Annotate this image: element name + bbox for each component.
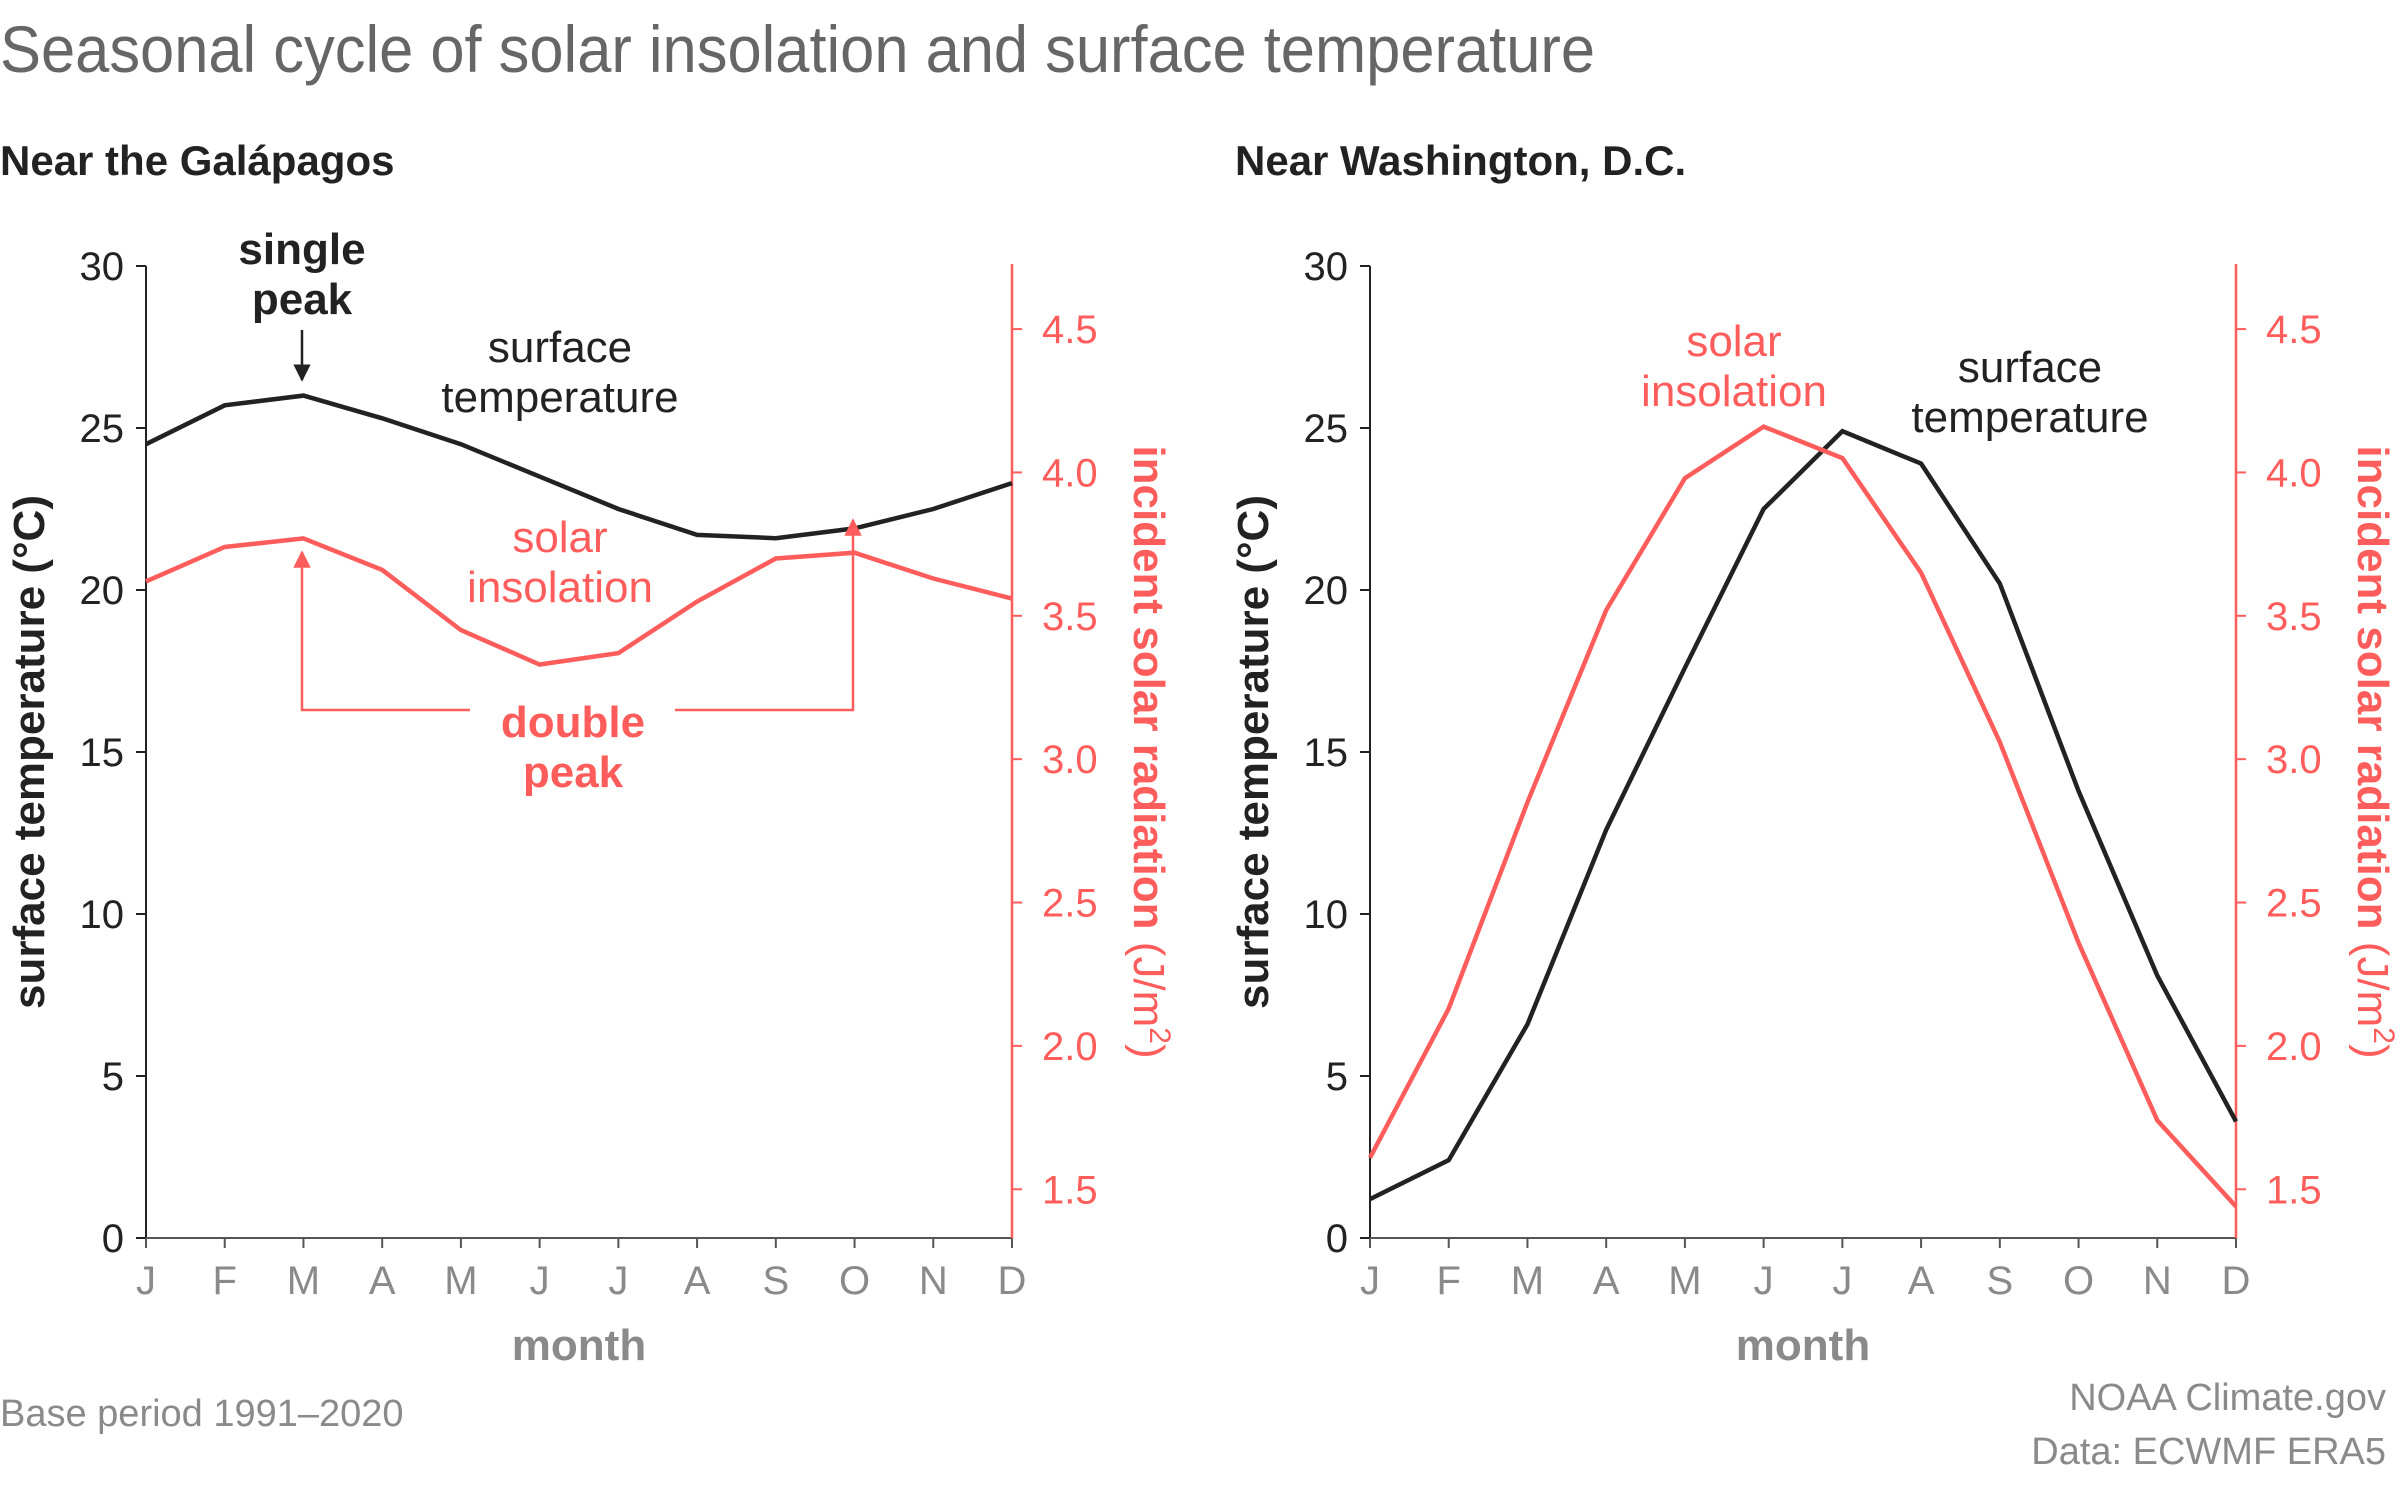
x-tick-label: M xyxy=(1511,1259,1544,1303)
x-axis-title: month xyxy=(1736,1321,1870,1370)
right-tick-label: 4.0 xyxy=(1042,451,1098,495)
right-axis-title: incident solar radiation (J/m2) xyxy=(2348,445,2400,1058)
insolation-line xyxy=(145,536,1013,667)
right-tick-label: 2.5 xyxy=(2266,882,2322,926)
left-tick-label: 25 xyxy=(80,407,125,451)
galapagos-insol-label-line2: insolation xyxy=(467,563,653,612)
x-axis-title: month xyxy=(512,1321,646,1370)
x-tick-label: A xyxy=(1593,1259,1620,1303)
x-tick-label: S xyxy=(1986,1259,2013,1303)
right-tick-label: 4.5 xyxy=(1042,308,1098,352)
x-tick-label: S xyxy=(762,1259,789,1303)
x-tick-label: A xyxy=(1908,1259,1935,1303)
double-peak-label-line1: double xyxy=(501,698,645,747)
right-tick-label: 3.5 xyxy=(1042,595,1098,639)
insolation-line xyxy=(1368,424,2238,1209)
base-period-note: Base period 1991–2020 xyxy=(0,1393,404,1435)
single-peak-label-line1: single xyxy=(238,225,365,274)
subtitle-washington: Near Washington, D.C. xyxy=(1235,137,1686,184)
washington-insol-label-line2: insolation xyxy=(1641,367,1827,416)
left-tick-label: 30 xyxy=(1304,245,1349,289)
galapagos-temp-label-line1: surface xyxy=(488,323,632,372)
right-tick-label: 3.0 xyxy=(1042,738,1098,782)
left-tick-label: 5 xyxy=(102,1055,124,1099)
right-tick-label: 3.5 xyxy=(2266,595,2322,639)
x-tick-label: M xyxy=(287,1259,320,1303)
subtitle-galapagos: Near the Galápagos xyxy=(0,137,394,184)
left-tick-label: 15 xyxy=(1304,731,1349,775)
washington-temp-label-line1: surface xyxy=(1958,343,2102,392)
x-tick-label: O xyxy=(839,1259,870,1303)
galapagos-temp-label-line2: temperature xyxy=(441,373,678,422)
double-peak-arrow-march xyxy=(293,550,470,712)
left-tick-label: 5 xyxy=(1326,1055,1348,1099)
right-tick-label: 1.5 xyxy=(2266,1168,2322,1212)
right-tick-label: 2.5 xyxy=(1042,882,1098,926)
right-tick-label: 4.0 xyxy=(2266,451,2322,495)
x-tick-label: D xyxy=(2222,1259,2251,1303)
x-tick-label: O xyxy=(2063,1259,2094,1303)
x-tick-label: J xyxy=(1360,1259,1380,1303)
left-tick-label: 25 xyxy=(1304,407,1349,451)
temperature-line xyxy=(145,393,1013,541)
x-tick-label: F xyxy=(1437,1259,1461,1303)
right-tick-label: 2.0 xyxy=(2266,1025,2322,1069)
x-tick-label: A xyxy=(369,1259,396,1303)
x-tick-label: J xyxy=(1832,1259,1852,1303)
temperature-line xyxy=(1369,428,2238,1202)
right-tick-label: 3.0 xyxy=(2266,738,2322,782)
left-axis-title: surface temperature (°C) xyxy=(5,495,54,1009)
x-tick-label: J xyxy=(608,1259,628,1303)
left-tick-label: 10 xyxy=(80,893,125,937)
left-tick-label: 10 xyxy=(1304,893,1349,937)
x-tick-label: J xyxy=(136,1259,156,1303)
left-tick-label: 15 xyxy=(80,731,125,775)
double-peak-label-line2: peak xyxy=(523,748,624,797)
x-tick-label: M xyxy=(444,1259,477,1303)
washington-annotations: solar insolation surface temperature xyxy=(1641,317,2149,442)
x-tick-label: N xyxy=(919,1259,948,1303)
left-tick-label: 0 xyxy=(102,1217,124,1261)
left-tick-label: 20 xyxy=(80,569,125,613)
data-source-note: Data: ECWMF ERA5 xyxy=(2031,1431,2386,1473)
double-peak-arrow-october xyxy=(675,518,862,712)
washington-insol-label-line1: solar xyxy=(1686,317,1781,366)
credit-note: NOAA Climate.gov xyxy=(2069,1377,2386,1419)
figure-title: Seasonal cycle of solar insolation and s… xyxy=(0,12,1595,86)
panel-galapagos: 0 5 10 15 20 25 30 1.5 2.0 2.5 3.0 3.5 4.0 4.5 J F M A M J J… xyxy=(5,245,1176,1370)
left-tick-label: 20 xyxy=(1304,569,1349,613)
washington-temp-label-line2: temperature xyxy=(1911,393,2148,442)
x-tick-label: J xyxy=(1754,1259,1774,1303)
galapagos-insol-label-line1: solar xyxy=(512,513,607,562)
right-axis-title: incident solar radiation (J/m2) xyxy=(1124,445,1176,1058)
panel-washington: 0 5 10 15 20 25 30 1.5 2.0 2.5 3.0 3.5 4.0 4.5 J F M A M J J… xyxy=(1229,245,2400,1370)
right-tick-label: 2.0 xyxy=(1042,1025,1098,1069)
galapagos-annotations: single peak surface temperature solar in… xyxy=(238,225,862,797)
right-tick-label: 1.5 xyxy=(1042,1168,1098,1212)
x-tick-label: D xyxy=(998,1259,1027,1303)
x-tick-label: M xyxy=(1668,1259,1701,1303)
x-tick-label: J xyxy=(530,1259,550,1303)
right-tick-label: 4.5 xyxy=(2266,308,2322,352)
x-tick-label: F xyxy=(213,1259,237,1303)
left-tick-label: 30 xyxy=(80,245,125,289)
x-tick-label: N xyxy=(2143,1259,2172,1303)
x-tick-label: A xyxy=(684,1259,711,1303)
left-axis-title: surface temperature (°C) xyxy=(1229,495,1278,1009)
left-tick-label: 0 xyxy=(1326,1217,1348,1261)
single-peak-label-line2: peak xyxy=(252,275,353,324)
